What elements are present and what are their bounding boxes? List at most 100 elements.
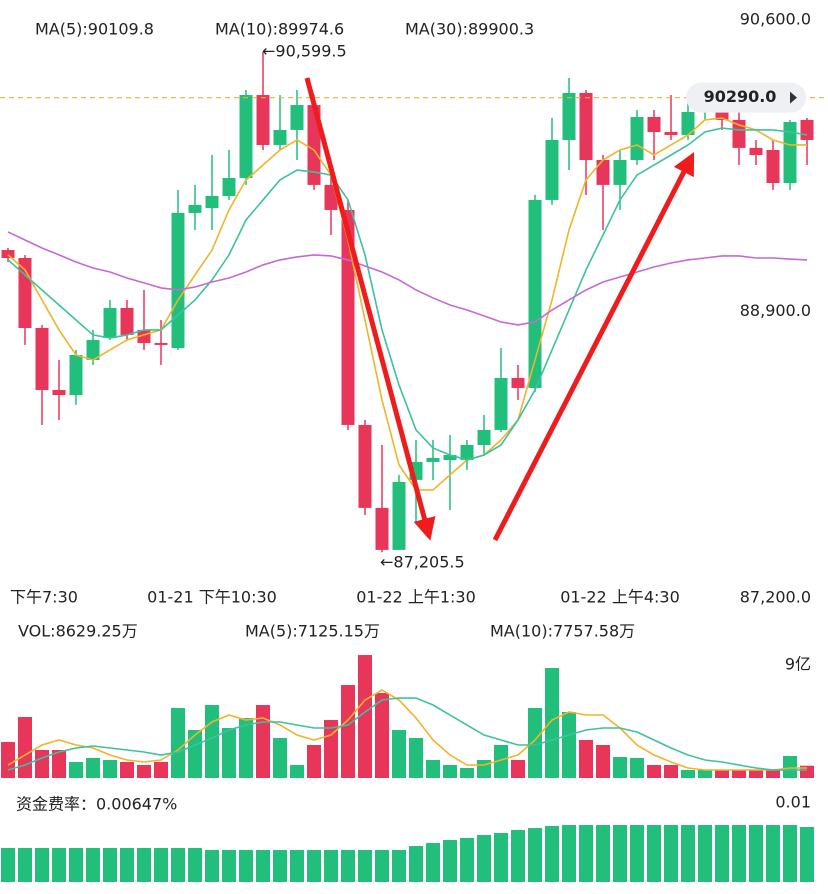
candle-body [579,92,593,161]
y-tick-label: 0.01 [775,793,811,812]
bar [443,765,457,778]
candle-body [222,177,236,196]
bar [137,847,151,882]
ma-line [7,697,807,771]
bar [630,825,644,882]
candle-body [86,339,100,360]
bar [477,835,491,882]
bar [800,826,814,882]
bar [222,850,236,882]
panel-title: VOL:8629.25万 [18,622,138,641]
y-tick-label: 9亿 [785,655,811,674]
ma-line [7,689,807,771]
bar [358,655,372,778]
bar [171,847,185,882]
bar [256,850,270,882]
bar [409,846,423,882]
down-arrow [304,77,436,541]
candle-body [324,184,338,210]
candle-body [460,444,474,461]
candle-body [120,307,134,335]
bar [460,768,474,778]
bar [273,738,287,778]
bar [103,847,117,882]
bar [494,745,508,778]
legend-entry: MA(5):7125.15万 [245,622,380,641]
y-tick-label: 88,900.0 [740,301,811,320]
bar [205,705,219,778]
panel-title: 资金费率：0.00647% [16,795,177,814]
bar [52,750,66,778]
bar [290,850,304,882]
candle-body [341,209,355,425]
bar [35,750,49,778]
bar [783,825,797,882]
bar [545,826,559,882]
last-price-tag [686,82,806,113]
bar [732,825,746,882]
bar [69,762,83,778]
bar [596,745,610,778]
bar [681,770,695,778]
x-tick-label: 01-21 下午10:30 [147,588,277,607]
bar [69,847,83,882]
bar [783,756,797,778]
candle-body [52,390,66,396]
bar [749,825,763,882]
bar [273,850,287,882]
x-tick-label: 下午7:30 [10,588,78,607]
bar [613,757,627,778]
candle-body [392,481,406,550]
candle-body [664,132,678,135]
bar [613,825,627,882]
bar [426,760,440,778]
bar [749,770,763,778]
up-arrow [492,151,695,542]
bar [1,847,15,882]
bar [341,850,355,882]
bar [460,837,474,882]
x-tick-label: 01-22 上午4:30 [560,588,680,607]
extreme-label: ←90,599.5 [262,42,347,61]
bar [766,825,780,882]
bar [579,740,593,778]
candle-body [749,147,763,155]
candle-body [426,457,440,462]
candle-body [273,129,287,145]
candle-body [375,507,389,550]
bar [307,850,321,882]
bar [358,850,372,882]
ma-line [7,127,808,461]
bar [426,843,440,882]
candle-body [681,111,695,135]
candle-body [69,354,83,396]
last-price-caret [790,91,797,104]
bar [222,728,236,778]
y-tick-label: 90,600.0 [740,10,811,29]
bar [715,770,729,778]
bar [528,708,542,778]
bar [698,825,712,882]
bar [341,685,355,778]
candle-body [205,195,219,209]
bar [409,738,423,778]
bar [664,765,678,778]
candle-body [596,160,610,185]
bar [18,847,32,882]
candle-body [783,121,797,183]
bar [732,770,746,778]
ma-line [7,117,807,491]
bar [86,758,100,778]
bar [154,847,168,882]
candle-body [18,257,32,328]
bar [681,825,695,882]
candle-body [732,119,746,148]
candle-body [239,95,253,178]
bar [256,705,270,778]
candle-body [613,160,627,185]
legend-entry: MA(10):7757.58万 [490,622,635,641]
bar [511,760,525,778]
bar [188,847,202,882]
y-tick-label: 87,200.0 [740,588,811,607]
